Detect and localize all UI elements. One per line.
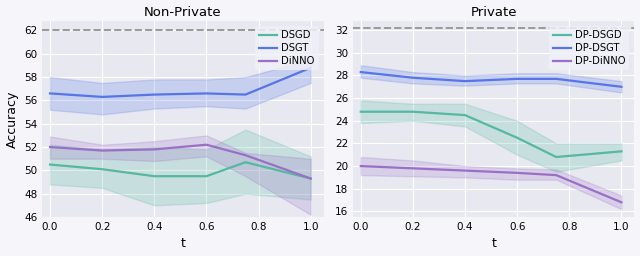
Line: DP-DiNNO: DP-DiNNO	[361, 166, 621, 202]
DP-DiNNO	[461, 169, 469, 172]
Line: DSGD: DSGD	[50, 162, 310, 178]
DP-DSGT	[357, 71, 365, 74]
DP-DiNNO	[409, 167, 417, 170]
Title: Non-Private: Non-Private	[144, 6, 222, 18]
DP-DSGD	[409, 110, 417, 113]
DP-DiNNO	[618, 201, 625, 204]
DSGT	[46, 92, 54, 95]
Line: DSGT: DSGT	[50, 68, 310, 97]
DP-DSGT	[513, 77, 521, 80]
Title: Private: Private	[470, 6, 517, 18]
Y-axis label: Accuracy: Accuracy	[6, 90, 19, 148]
DP-DSGD	[513, 136, 521, 139]
Line: DP-DSGD: DP-DSGD	[361, 112, 621, 157]
Legend: DSGD, DSGT, DiNNO: DSGD, DSGT, DiNNO	[255, 26, 319, 70]
DP-DSGD	[461, 114, 469, 117]
DP-DiNNO	[357, 165, 365, 168]
Line: DP-DSGT: DP-DSGT	[361, 72, 621, 87]
DiNNO	[99, 149, 106, 152]
DSGT	[307, 66, 314, 69]
X-axis label: t: t	[180, 238, 186, 250]
DP-DiNNO	[513, 171, 521, 174]
DSGT	[203, 92, 211, 95]
DP-DSGD	[618, 150, 625, 153]
DSGD	[150, 175, 158, 178]
DP-DSGD	[552, 155, 560, 158]
DP-DSGT	[552, 77, 560, 80]
DiNNO	[46, 145, 54, 148]
DP-DSGT	[461, 80, 469, 83]
DP-DSGT	[409, 76, 417, 79]
DSGD	[203, 175, 211, 178]
Legend: DP-DSGD, DP-DSGT, DP-DiNNO: DP-DSGD, DP-DSGT, DP-DiNNO	[549, 26, 630, 70]
DP-DSGD	[357, 110, 365, 113]
X-axis label: t: t	[492, 238, 496, 250]
Line: DiNNO: DiNNO	[50, 145, 310, 178]
DiNNO	[203, 143, 211, 146]
DiNNO	[307, 177, 314, 180]
DSGT	[242, 93, 250, 96]
DiNNO	[242, 154, 250, 157]
DP-DiNNO	[552, 174, 560, 177]
DiNNO	[150, 148, 158, 151]
DSGD	[46, 163, 54, 166]
DSGD	[307, 177, 314, 180]
DSGD	[242, 161, 250, 164]
DSGT	[150, 93, 158, 96]
DP-DSGT	[618, 85, 625, 88]
DSGT	[99, 95, 106, 99]
DSGD	[99, 168, 106, 171]
